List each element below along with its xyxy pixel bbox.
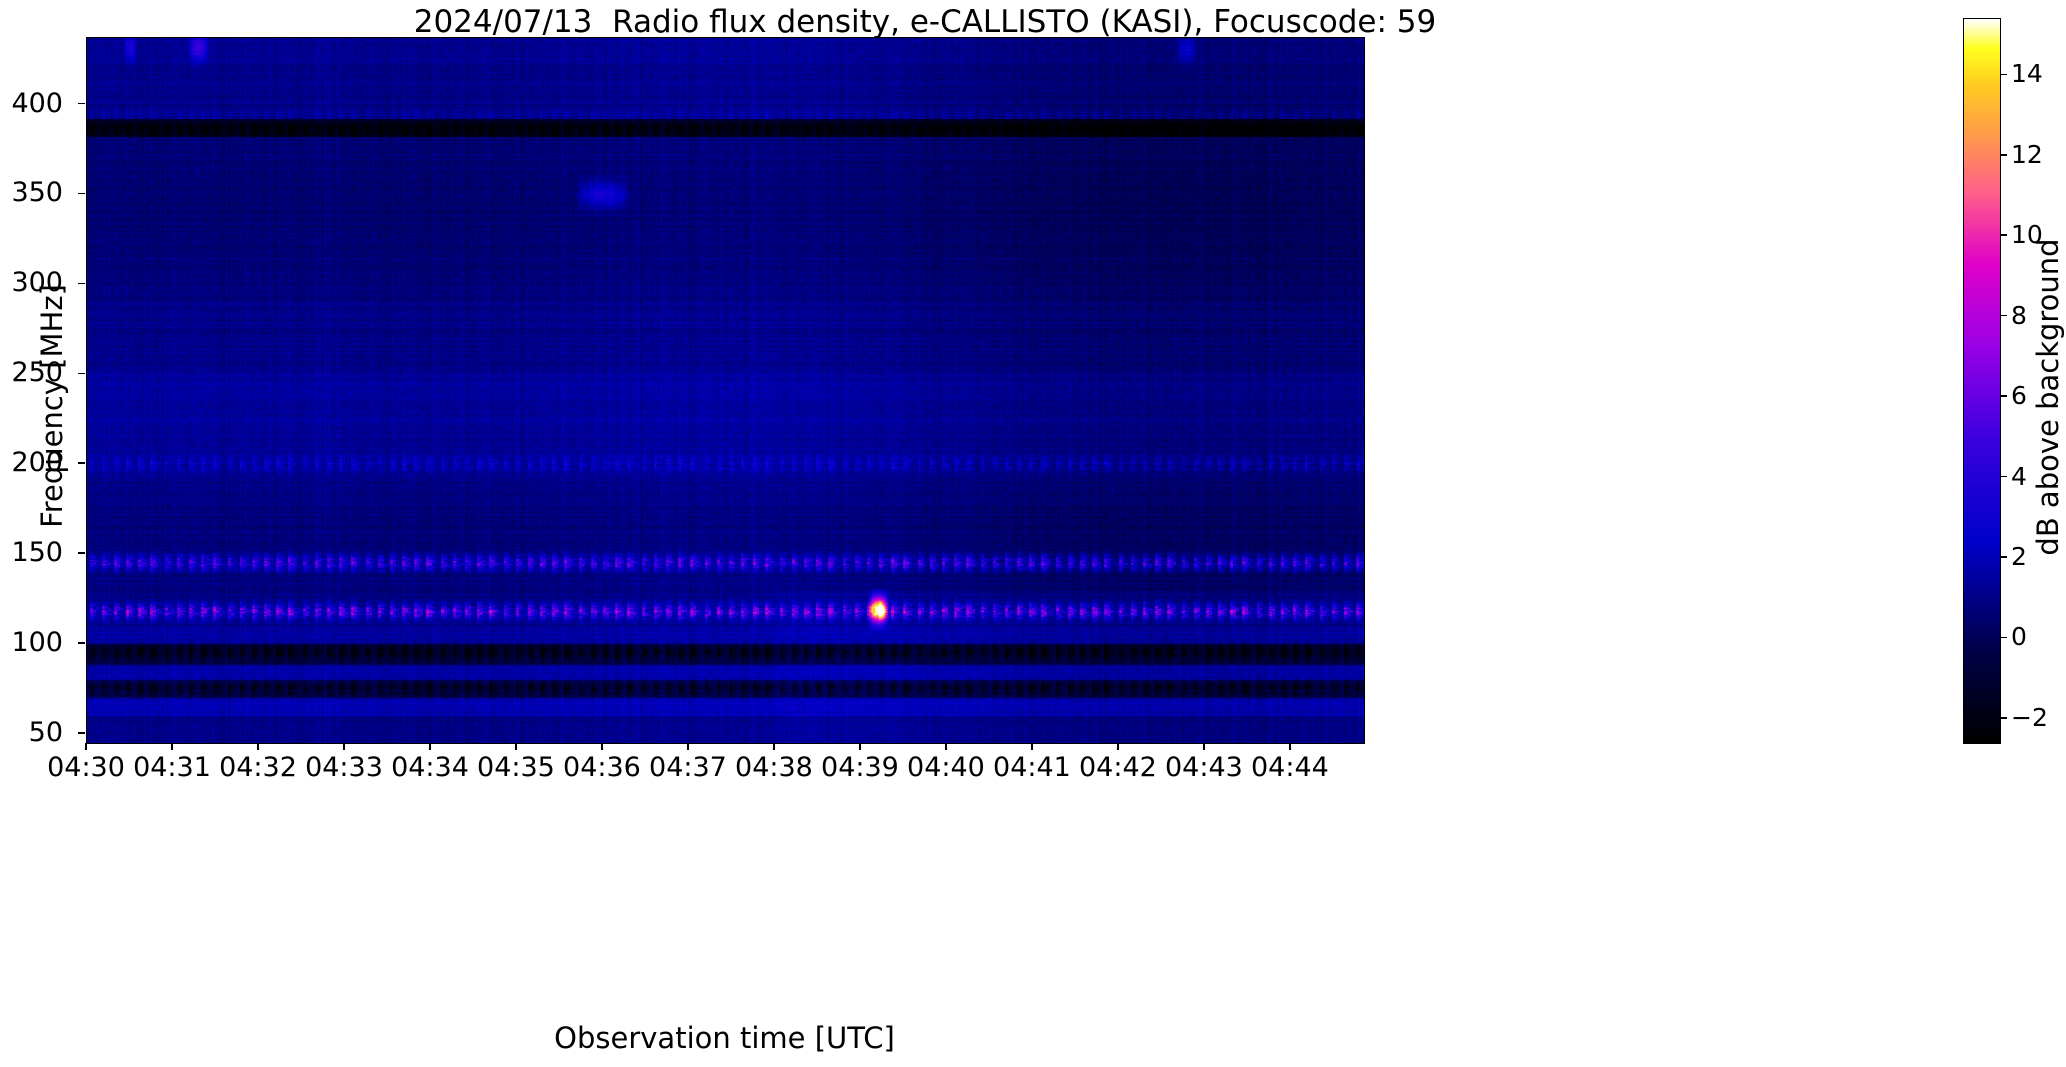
x-tick-label: 04:39: [821, 752, 899, 783]
y-tick-mark: [78, 192, 85, 195]
x-tick-mark: [85, 743, 87, 750]
spectrogram-plot-area[interactable]: [86, 37, 1365, 744]
x-tick-label: 04:30: [47, 752, 125, 783]
x-tick-label: 04:33: [305, 752, 383, 783]
colorbar-tick-mark: [2001, 717, 2007, 719]
spectrogram-heatmap[interactable]: [87, 38, 1364, 743]
y-tick-label: 200: [11, 447, 63, 479]
page-title: 2024/07/13 Radio flux density, e-CALLIST…: [413, 4, 1437, 40]
colorbar-tick-mark: [2001, 73, 2007, 76]
colorbar-tick-label: 14: [2011, 59, 2043, 89]
x-tick-label: 04:37: [649, 752, 727, 783]
y-tick-label: 400: [11, 87, 63, 119]
colorbar-tick-label: 4: [2011, 461, 2027, 491]
colorbar-gradient: [1964, 19, 2000, 743]
colorbar-tick-mark: [2001, 475, 2007, 478]
colorbar-tick-mark: [2001, 153, 2007, 156]
x-axis-label: Observation time [UTC]: [554, 1021, 895, 1055]
y-tick-label: 150: [11, 537, 63, 569]
x-tick-mark: [1117, 743, 1119, 750]
x-tick-mark: [601, 743, 603, 750]
colorbar-tick-mark: [2001, 314, 2007, 317]
y-tick-label: 300: [11, 267, 63, 299]
colorbar-tick-mark: [2001, 556, 2007, 558]
y-tick-mark: [78, 372, 85, 375]
x-tick-mark: [1289, 743, 1291, 750]
x-tick-label: 04:36: [563, 752, 641, 783]
y-tick-mark: [78, 552, 85, 554]
y-tick-mark: [78, 462, 85, 465]
x-tick-label: 04:32: [219, 752, 297, 783]
colorbar-tick-mark: [2001, 636, 2007, 639]
colorbar-tick-label: 2: [2011, 541, 2027, 571]
x-tick-label: 04:35: [477, 752, 555, 783]
y-tick-mark: [78, 732, 85, 734]
y-tick-label: 50: [28, 717, 63, 748]
x-tick-mark: [343, 743, 345, 750]
x-tick-label: 04:41: [993, 752, 1071, 783]
x-tick-mark: [687, 743, 689, 750]
colorbar-tick-label: 12: [2011, 139, 2043, 169]
y-tick-label: 250: [11, 357, 63, 389]
x-tick-mark: [257, 743, 259, 750]
x-tick-mark: [515, 743, 517, 750]
colorbar[interactable]: [1963, 18, 2001, 744]
y-tick-mark: [78, 642, 85, 644]
colorbar-tick-label: 0: [2011, 622, 2027, 652]
x-tick-mark: [859, 743, 861, 750]
colorbar-tick-label: 6: [2011, 381, 2027, 411]
x-tick-mark: [945, 743, 947, 750]
x-tick-label: 04:38: [735, 752, 813, 783]
x-tick-label: 04:31: [133, 752, 211, 783]
x-tick-mark: [429, 743, 431, 750]
x-tick-mark: [1203, 743, 1205, 750]
x-tick-label: 04:44: [1250, 752, 1329, 783]
x-tick-label: 04:40: [907, 752, 985, 783]
y-axis-label: Frequency [MHz]: [35, 284, 69, 528]
colorbar-label: dB above background: [2031, 238, 2065, 556]
colorbar-tick-label: −2: [2011, 702, 2048, 732]
x-tick-label: 04:43: [1165, 752, 1243, 783]
y-tick-label: 350: [11, 177, 63, 209]
x-tick-mark: [1031, 743, 1033, 750]
x-tick-label: 04:42: [1079, 752, 1157, 783]
colorbar-tick-label: 8: [2011, 300, 2027, 330]
y-tick-mark: [78, 282, 85, 285]
x-tick-label: 04:34: [391, 752, 469, 783]
y-tick-mark: [78, 102, 85, 105]
y-tick-label: 100: [11, 627, 63, 659]
x-tick-mark: [171, 743, 173, 750]
colorbar-tick-mark: [2001, 395, 2007, 397]
colorbar-tick-label: 10: [2011, 220, 2043, 250]
colorbar-tick-mark: [2001, 234, 2007, 236]
x-tick-mark: [773, 743, 775, 750]
